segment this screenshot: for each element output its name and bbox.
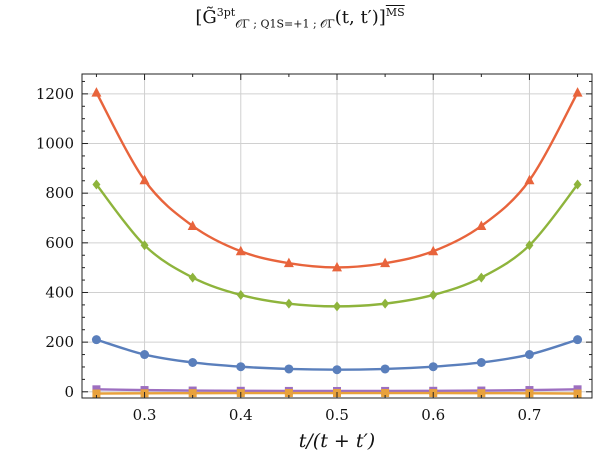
series-5-point [284,389,293,398]
series-5-point [477,389,486,398]
grid-lines [82,74,592,398]
series-2-point [236,289,245,300]
series-5-point [381,389,390,398]
series-3-point [332,365,342,375]
axis-tick-labels: 0.3 0.4 0.5 0.6 0.7 0 200 400 600 800 1000 1200 [36,85,542,424]
series-1-point [524,174,535,185]
series-2-point [333,301,341,312]
series-2-point [429,289,438,300]
x-tick-label: 0.4 [229,406,253,424]
series-2-point [381,298,390,309]
series-2-point [477,272,486,283]
series-markers [91,87,583,398]
series-1-point [428,245,439,256]
series-3-point [476,357,486,367]
series-2-point [188,272,197,283]
series-1-point [380,257,391,268]
series-1-point [91,87,102,97]
series-2-point [525,240,534,251]
y-tick-label: 400 [45,283,74,301]
series-1-point [572,87,583,97]
chart-title: [G̃3pt𝒪Γ ; Q1S=+1 ; 𝒪Γ(t, t′)]MS [195,6,405,31]
series-2-point [140,240,149,251]
series-3-point [524,350,534,360]
x-axis-label: t/(t + t′) [298,430,376,452]
y-tick-label: 200 [45,333,74,351]
x-tick-label: 0.5 [325,406,349,424]
series-1-point [187,220,198,230]
series-4-point [573,385,582,394]
y-tick-label: 1000 [36,135,74,153]
series-4-point [92,385,101,394]
series-1-point [235,245,246,256]
series-2-point [573,179,582,190]
series-1-point [332,261,342,272]
series-1-point [283,257,294,268]
y-tick-label: 600 [45,234,74,252]
x-tick-label: 0.7 [518,406,542,424]
series-3-point [573,335,583,345]
series-5-point [573,389,582,398]
axis-ticks [82,74,592,398]
series-5-point [188,389,197,398]
y-tick-label: 0 [64,383,74,401]
x-tick-label: 0.3 [133,406,157,424]
y-tick-label: 800 [45,184,74,202]
series-3-point [188,357,198,367]
series-3-point [91,335,101,345]
series-3-point [380,364,390,374]
y-tick-label: 1200 [36,85,74,103]
series-1-point [476,220,487,230]
series-3-point [428,362,438,372]
series-2-point [284,298,293,309]
series-3-point [284,364,294,374]
series-2-point [92,179,101,190]
series-1-point [139,174,150,185]
x-tick-label: 0.6 [421,406,445,424]
series-3-point [236,362,246,372]
series-5-point [92,389,101,398]
series-3-point [140,350,150,360]
